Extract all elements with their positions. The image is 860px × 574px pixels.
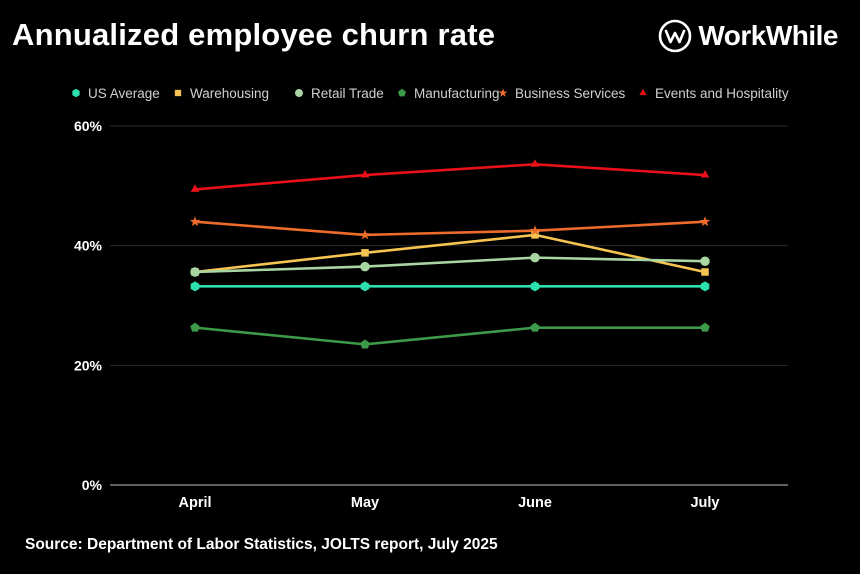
data-point-retail-trade — [700, 256, 710, 266]
data-point-events-and-hospitality — [530, 159, 540, 167]
legend-item-warehousing: Warehousing — [174, 86, 269, 101]
x-tick-label: July — [690, 495, 719, 511]
data-point-business-services — [529, 225, 541, 236]
series-line-events-and-hospitality — [193, 162, 707, 191]
legend-item-events-and-hospitality: Events and Hospitality — [639, 86, 789, 101]
legend-label: Events and Hospitality — [655, 86, 789, 101]
workwhile-logo-icon — [659, 19, 692, 53]
data-point-manufacturing — [530, 322, 540, 332]
data-point-us-average — [360, 281, 370, 292]
data-point-business-services — [189, 216, 201, 227]
legend-item-business-services: Business Services — [498, 86, 626, 101]
data-point-events-and-hospitality — [700, 170, 710, 178]
data-point-manufacturing — [360, 339, 370, 349]
y-tick-label: 20% — [74, 357, 103, 373]
legend-item-us-average: US Average — [72, 86, 160, 101]
data-point-us-average — [190, 281, 200, 292]
series-line-retail-trade — [193, 256, 707, 274]
workwhile-logo: WorkWhile — [658, 16, 838, 56]
legend-item-retail-trade: Retail Trade — [295, 86, 384, 101]
y-tick-label: 40% — [74, 238, 103, 254]
legend-marker-retail-trade — [295, 89, 303, 97]
legend-label: US Average — [88, 86, 160, 101]
data-point-manufacturing — [700, 322, 710, 332]
legend-label: Warehousing — [190, 86, 269, 101]
legend-label: Manufacturing — [414, 86, 500, 101]
data-point-business-services — [359, 229, 371, 240]
x-tick-label: May — [351, 495, 379, 511]
data-point-us-average — [700, 281, 710, 292]
y-tick-label: 60% — [74, 118, 103, 134]
data-point-warehousing — [361, 249, 369, 257]
legend-marker-business-services — [498, 88, 508, 97]
legend-marker-us-average — [72, 88, 80, 98]
y-axis-ticks: 0% 20% 40% 60% — [74, 118, 103, 493]
chart-title: Annualized employee churn rate — [12, 17, 496, 52]
y-tick-label: 0% — [82, 477, 103, 493]
source-note: Source: Department of Labor Statistics, … — [25, 536, 498, 553]
legend-label: Business Services — [515, 86, 626, 101]
data-point-events-and-hospitality — [190, 184, 200, 192]
data-point-retail-trade — [530, 252, 540, 263]
legend-marker-manufacturing — [398, 88, 406, 97]
data-point-retail-trade — [360, 261, 370, 272]
legend-marker-events-and-hospitality — [639, 88, 647, 96]
logo-text: WorkWhile — [698, 20, 838, 51]
series-markers — [189, 159, 711, 349]
x-tick-label: June — [518, 495, 552, 511]
legend-marker-warehousing — [174, 89, 182, 97]
legend-label: Retail Trade — [311, 86, 384, 101]
data-point-retail-trade — [190, 267, 200, 277]
data-point-manufacturing — [190, 322, 200, 332]
x-tick-label: April — [178, 495, 211, 511]
chart-gridlines — [110, 125, 788, 486]
data-point-warehousing — [531, 231, 539, 239]
data-point-business-services — [699, 216, 711, 227]
x-axis-ticks: April May June July — [178, 495, 719, 511]
series-line-warehousing — [193, 233, 707, 274]
series-lines — [193, 162, 707, 346]
series-line-business-services — [193, 220, 707, 237]
data-point-warehousing — [701, 268, 709, 276]
chart-legend: US Average Warehousing Retail Trade Manufac… — [72, 86, 789, 101]
series-line-manufacturing — [193, 326, 707, 346]
data-point-events-and-hospitality — [360, 170, 370, 178]
data-point-us-average — [530, 281, 540, 292]
legend-item-manufacturing: Manufacturing — [398, 86, 500, 101]
